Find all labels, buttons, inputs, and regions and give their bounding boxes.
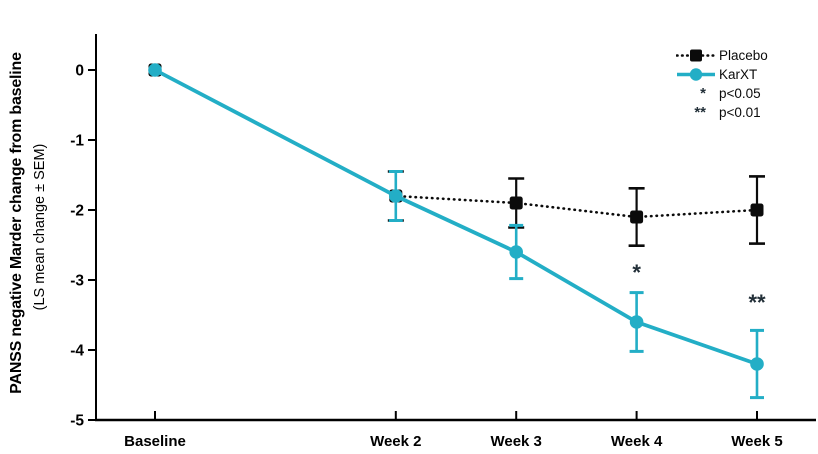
y-tick-label: -2 xyxy=(70,203,84,220)
x-tick-label: Week 5 xyxy=(731,433,782,450)
placebo-point-marker xyxy=(750,203,764,217)
karxt-point-marker xyxy=(509,245,523,259)
placebo-point-marker xyxy=(509,196,523,210)
legend: Placebo KarXT * p<0.05 ** p<0.01 xyxy=(676,46,768,122)
karxt-series xyxy=(148,63,764,400)
legend-item-placebo: Placebo xyxy=(676,46,768,65)
legend-label-placebo: Placebo xyxy=(719,48,768,63)
karxt-point-marker xyxy=(148,63,162,77)
significance-marker: * xyxy=(632,260,641,285)
y-axis-subtitle: (LS mean change ± SEM) xyxy=(32,143,48,311)
placebo-series xyxy=(148,63,765,247)
y-tick-label: -5 xyxy=(70,413,84,430)
sig-label-p01: p<0.01 xyxy=(719,105,761,120)
placebo-point-marker xyxy=(630,210,644,224)
x-tick-label: Week 2 xyxy=(370,433,421,450)
karxt-swatch-icon xyxy=(676,67,716,82)
sig-label-p05: p<0.05 xyxy=(719,86,761,101)
placebo-line xyxy=(153,68,759,219)
y-axis-title: PANSS negative Marder change from baseli… xyxy=(8,52,25,394)
legend-sig-p01: ** p<0.01 xyxy=(676,103,768,122)
y-tick-label: -3 xyxy=(70,273,84,290)
sig-symbol-p05: * xyxy=(700,85,706,102)
sig-symbol-p01: ** xyxy=(694,104,706,121)
x-tick-label: Baseline xyxy=(124,433,186,450)
karxt-line xyxy=(154,68,758,366)
y-tick-label: 0 xyxy=(75,63,84,80)
axes: 0 -1 -2 -3 -4 -5 Baseline Week 2 Week 3 Week 4 Wee… xyxy=(70,34,816,450)
legend-label-karxt: KarXT xyxy=(719,67,758,82)
karxt-point-marker xyxy=(750,357,764,371)
legend-sig-p05: * p<0.05 xyxy=(676,84,768,103)
placebo-swatch-icon xyxy=(676,48,716,63)
x-tick-label: Week 3 xyxy=(490,433,541,450)
significance-marker: ** xyxy=(748,290,766,315)
karxt-point-marker xyxy=(629,315,644,329)
y-tick-label: -1 xyxy=(70,133,84,150)
karxt-point-marker xyxy=(389,189,403,203)
x-tick-label: Week 4 xyxy=(611,433,663,450)
legend-item-karxt: KarXT xyxy=(676,65,768,84)
y-tick-label: -4 xyxy=(70,343,84,360)
